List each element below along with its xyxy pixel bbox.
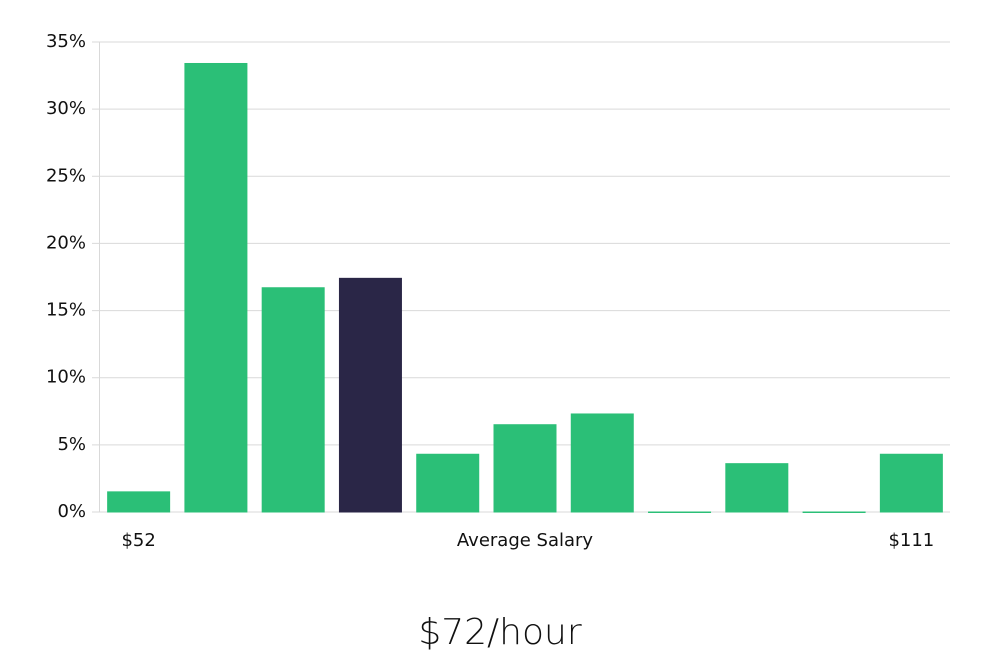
y-tick-label: 0% (57, 501, 86, 522)
bar (261, 287, 325, 513)
y-tick-label: 5% (57, 434, 86, 455)
bar (879, 453, 943, 513)
y-tick-label: 35% (46, 31, 86, 52)
chart-subtitle: $72/hour (418, 612, 582, 653)
bar (416, 453, 480, 513)
bar (802, 511, 866, 513)
bar (725, 463, 789, 513)
y-tick-label: 15% (46, 300, 86, 321)
y-tick-label: 25% (46, 165, 86, 186)
bar (184, 62, 248, 513)
bar (570, 413, 634, 513)
bar (493, 424, 557, 513)
y-tick-label: 10% (46, 367, 86, 388)
x-axis-label: Average Salary (457, 530, 594, 551)
bar (338, 277, 402, 513)
x-tick-label: $52 (121, 530, 155, 551)
bar (107, 491, 171, 513)
y-tick-label: 20% (46, 232, 86, 253)
bar (648, 511, 712, 513)
x-tick-label: $111 (888, 530, 934, 551)
y-tick-label: 30% (46, 98, 86, 119)
